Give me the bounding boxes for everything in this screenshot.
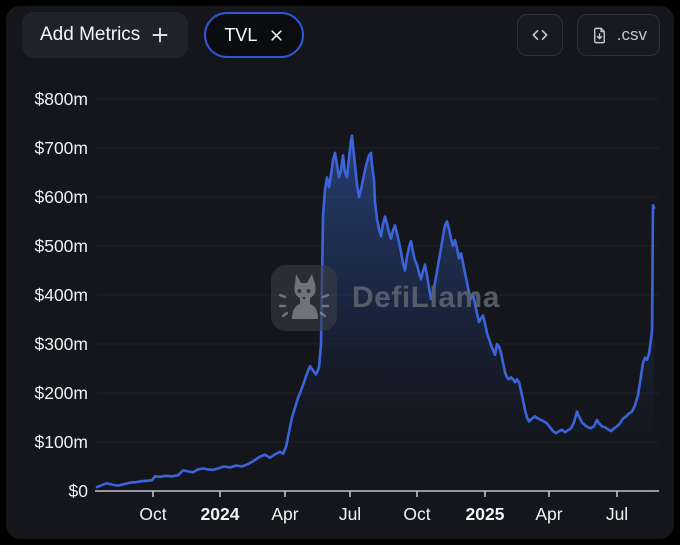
csv-button-label: .csv bbox=[616, 25, 647, 44]
plus-icon bbox=[150, 25, 170, 45]
toolbar-right-group: .csv bbox=[516, 14, 660, 56]
add-metrics-label: Add Metrics bbox=[40, 24, 141, 45]
add-metrics-button[interactable]: Add Metrics bbox=[22, 12, 189, 58]
download-csv-button[interactable]: .csv bbox=[576, 14, 660, 56]
defillama-llama-logo-icon bbox=[270, 264, 338, 332]
metric-pill-tvl[interactable]: TVL bbox=[204, 12, 305, 58]
code-icon bbox=[530, 25, 550, 45]
file-download-icon bbox=[590, 26, 609, 45]
watermark-brand-text: DefiLlama bbox=[352, 281, 500, 314]
embed-code-button[interactable] bbox=[516, 14, 563, 56]
metric-pill-label: TVL bbox=[224, 24, 258, 45]
close-icon[interactable] bbox=[269, 28, 284, 43]
watermark: DefiLlama bbox=[270, 264, 500, 332]
toolbar: Add Metrics TVL .csv bbox=[22, 12, 660, 58]
